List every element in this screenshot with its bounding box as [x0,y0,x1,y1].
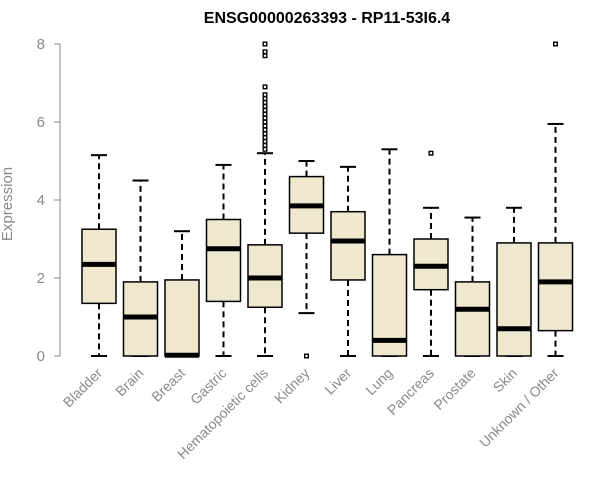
box-prostate [454,216,491,357]
chart-title: ENSG00000263393 - RP11-53I6.4 [204,10,451,27]
box-breast [164,230,200,358]
iqr-box [454,281,491,357]
outlier-point [262,107,268,113]
outlier-point [262,119,268,125]
outlier-point [262,92,268,98]
outlier-point [262,138,268,144]
outlier-point [262,123,268,129]
y-tick-label: 0 [37,348,45,365]
outlier-point [304,353,310,359]
outlier-point [428,150,434,156]
box-bladder [81,154,117,357]
iqr-box [205,218,242,303]
outlier-point [262,135,268,141]
outlier-point [262,111,268,117]
x-tick-label: Lung [362,365,395,398]
outlier-point [262,103,268,109]
box-lung [371,148,408,357]
outlier-point [262,127,268,133]
x-tick-label: Unknown / Other [476,365,562,451]
outlier-point [262,96,268,102]
iqr-box [496,242,532,357]
y-tick-label: 4 [37,192,45,209]
outlier-point [262,41,268,47]
x-tick-label: Breast [148,365,188,405]
y-tick-label: 2 [37,270,45,287]
box-hematopoietic-cells [247,41,283,357]
outlier-point [262,84,268,90]
x-tick-label: Liver [321,365,354,398]
box-skin [496,206,532,357]
y-axis-label: Expression [0,167,16,241]
boxes-group [81,41,574,359]
x-tick-label: Bladder [60,365,106,411]
outlier-point [262,49,268,55]
outlier-point [262,53,268,59]
box-kidney [288,160,325,359]
x-tick-label: Skin [490,365,521,396]
outlier-point [262,99,268,105]
x-tick-label: Kidney [271,365,313,407]
box-gastric [205,163,242,357]
iqr-box [164,279,200,357]
iqr-box [330,210,366,281]
y-tick-label: 8 [37,36,45,53]
box-brain [122,179,159,357]
x-tick-label: Prostate [430,365,478,413]
y-tick-label: 6 [37,114,45,131]
outlier-point [262,146,268,152]
box-unknown-other [537,41,574,357]
outlier-point [262,142,268,148]
x-tick-label: Brain [112,365,146,399]
iqr-box [537,242,574,332]
outlier-point [262,131,268,137]
box-pancreas [413,150,449,357]
outlier-point [262,115,268,121]
box-liver [330,165,366,357]
y-axis: 0 2 4 6 8 [37,36,61,365]
outlier-point [553,41,559,47]
